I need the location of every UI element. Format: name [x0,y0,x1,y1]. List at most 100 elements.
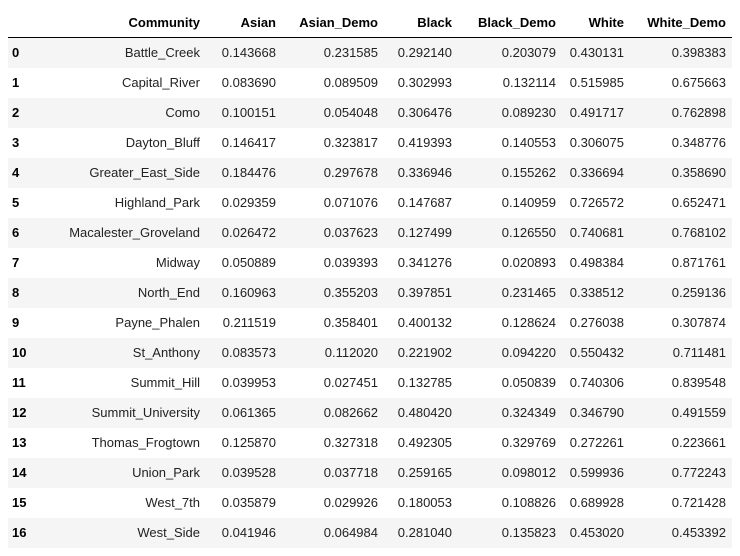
row-index: 5 [12,195,20,210]
white-cell: 0.740681 [569,225,624,240]
black-cell: 0.147687 [397,195,452,210]
black-demo-cell: 0.050839 [501,375,556,390]
black-demo-cell: 0.329769 [501,435,556,450]
asian-cell: 0.041946 [221,525,276,540]
white-demo-cell: 0.398383 [671,45,726,61]
white-demo-cell: 0.721428 [671,495,726,510]
black-demo-cell: 0.108826 [501,495,556,510]
asian-demo-cell: 0.064984 [323,525,378,540]
asian-demo-cell: 0.089509 [323,75,378,90]
table-row: 13 Thomas_Frogtown 0.125870 0.327318 0.49230… [8,427,732,458]
row-index: 13 [12,435,27,450]
community-cell: Battle_Creek [124,45,200,61]
row-index: 10 [12,345,27,360]
asian-demo-cell: 0.323817 [323,135,378,150]
white-cell: 0.453020 [569,525,624,540]
table-row: 14 Union_Park 0.039528 0.037718 0.259165 0.09… [8,457,732,488]
asian-cell: 0.211519 [222,315,276,330]
column-header-white-demo: White_Demo [630,7,732,38]
white-cell: 0.272261 [569,435,624,450]
community-cell: West_7th [145,495,200,510]
row-index: 4 [12,165,20,180]
white-demo-cell: 0.223661 [671,435,726,450]
table-row: 8 North_End 0.160963 0.355203 0.397851 0.2314… [8,277,732,308]
asian-cell: 0.039528 [221,465,276,480]
asian-demo-cell: 0.027451 [323,375,378,390]
row-index: 12 [12,405,27,420]
black-cell: 0.221902 [397,345,452,360]
table-row: 6 Macalester_Groveland 0.026472 0.037623 0.1… [8,217,732,248]
asian-cell: 0.050889 [221,255,276,270]
row-index: 6 [12,225,20,240]
asian-demo-cell: 0.355203 [323,285,378,300]
white-cell: 0.491717 [569,105,624,120]
white-demo-cell: 0.768102 [671,225,726,240]
white-cell: 0.430131 [569,45,624,61]
community-cell: Payne_Phalen [115,315,200,330]
asian-cell: 0.125870 [221,435,276,450]
asian-cell: 0.143668 [221,45,276,61]
asian-demo-cell: 0.054048 [323,105,378,120]
index-header [8,7,44,38]
white-cell: 0.336694 [569,165,624,180]
black-demo-cell: 0.324349 [501,405,556,420]
white-demo-cell: 0.491559 [671,405,726,420]
asian-demo-cell: 0.327318 [323,435,378,450]
table-row: 16 West_Side 0.041946 0.064984 0.281040 0.135… [8,517,732,548]
white-demo-cell: 0.307874 [671,315,726,330]
black-cell: 0.341276 [397,255,452,270]
asian-demo-cell: 0.037623 [323,225,378,240]
table-row: 5 Highland_Park 0.029359 0.071076 0.147687 0.… [8,187,732,218]
black-demo-cell: 0.140959 [501,195,556,210]
asian-demo-cell: 0.112020 [324,345,378,360]
row-index: 15 [12,495,27,510]
table-row: 0 Battle_Creek 0.143668 0.231585 0.292140 0.2… [8,37,732,68]
black-demo-cell: 0.128624 [501,315,556,330]
white-cell: 0.726572 [569,195,624,210]
black-cell: 0.336946 [397,165,452,180]
asian-cell: 0.160963 [221,285,276,300]
black-demo-cell: 0.140553 [501,135,556,150]
asian-demo-cell: 0.071076 [323,195,378,210]
row-index: 11 [12,375,26,390]
black-demo-cell: 0.155262 [501,165,556,180]
white-cell: 0.515985 [569,75,624,90]
row-index: 1 [12,75,20,90]
black-demo-cell: 0.126550 [501,225,556,240]
white-demo-cell: 0.358690 [671,165,726,180]
black-demo-cell: 0.135823 [501,525,556,540]
table-body: 0 Battle_Creek 0.143668 0.231585 0.292140 0.2… [8,37,732,548]
black-cell: 0.400132 [397,315,452,330]
community-cell: Highland_Park [114,195,200,210]
row-index: 0 [12,45,20,61]
community-cell: Summit_University [91,405,200,420]
black-cell: 0.281040 [397,525,452,540]
row-index: 14 [12,465,27,480]
white-demo-cell: 0.675663 [671,75,726,90]
row-index: 2 [12,105,20,120]
table-header: Community Asian Asian_Demo Black Black_D… [8,7,732,38]
table-row: 10 St_Anthony 0.083573 0.112020 0.221902 0.09… [8,337,732,368]
white-demo-cell: 0.772243 [671,465,726,480]
asian-demo-cell: 0.297678 [323,165,378,180]
table-row: 3 Dayton_Bluff 0.146417 0.323817 0.419393 0.1… [8,127,732,158]
asian-cell: 0.146417 [221,135,276,150]
row-index: 8 [12,285,20,300]
asian-cell: 0.083690 [221,75,276,90]
white-cell: 0.740306 [569,375,624,390]
asian-demo-cell: 0.082662 [323,405,378,420]
row-index: 3 [12,135,20,150]
row-index: 9 [12,315,20,330]
community-cell: Macalester_Groveland [69,225,200,240]
black-cell: 0.292140 [397,45,452,61]
header-row: Community Asian Asian_Demo Black Black_D… [8,7,732,38]
row-index: 16 [12,525,27,540]
asian-cell: 0.026472 [221,225,276,240]
community-cell: Dayton_Bluff [125,135,200,150]
black-cell: 0.492305 [397,435,452,450]
community-cell: West_Side [137,525,200,540]
table-row: 11 Summit_Hill 0.039953 0.027451 0.132785 0.0… [8,367,732,398]
community-cell: Greater_East_Side [89,165,200,180]
white-demo-cell: 0.652471 [671,195,726,210]
white-demo-cell: 0.711481 [672,345,726,360]
